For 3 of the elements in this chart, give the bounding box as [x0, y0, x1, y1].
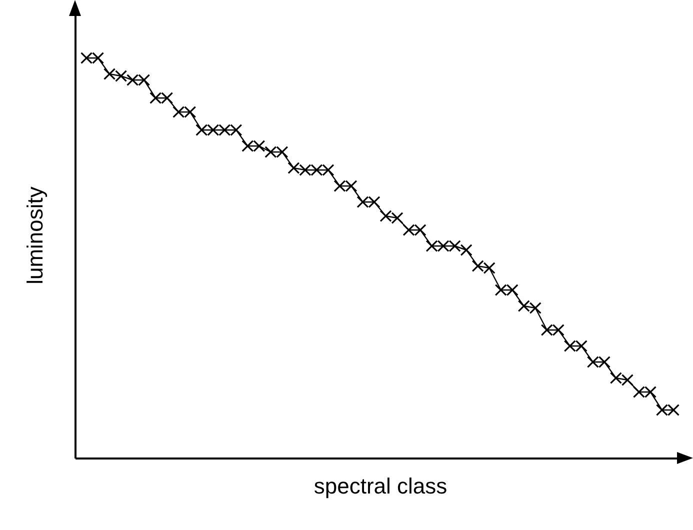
y-axis-title: luminosity: [22, 186, 48, 284]
point: [460, 244, 472, 256]
x-axis-title: spectral class: [314, 474, 448, 498]
